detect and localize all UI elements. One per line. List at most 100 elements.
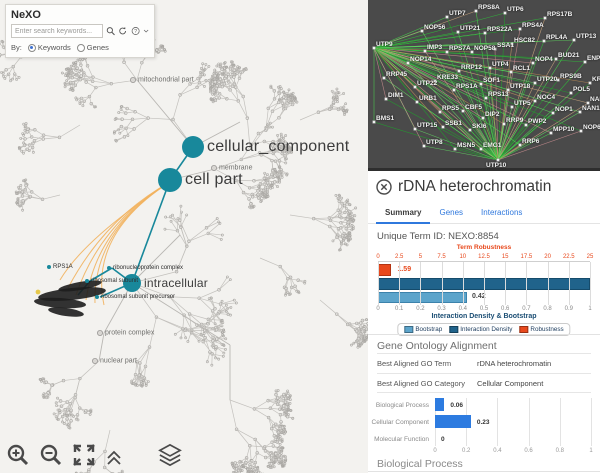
gene-label[interactable]: ENP1	[587, 55, 600, 62]
gene-node[interactable]	[452, 88, 456, 92]
gene-label[interactable]: SSA1	[497, 42, 514, 49]
gene-node[interactable]	[502, 122, 506, 126]
gene-label[interactable]: POL5	[573, 86, 590, 93]
term-node-label[interactable]: intracellular	[144, 276, 208, 290]
gene-node[interactable]	[445, 50, 449, 54]
gene-node[interactable]	[543, 16, 547, 20]
gene-node[interactable]	[384, 97, 388, 101]
term-node[interactable]	[182, 136, 204, 158]
gene-node[interactable]	[506, 88, 510, 92]
zoom-out-icon[interactable]	[39, 443, 63, 467]
gene-node[interactable]	[484, 96, 488, 100]
chevrons-up-icon[interactable]	[105, 449, 123, 467]
gene-node[interactable]	[406, 61, 410, 65]
term-node[interactable]	[107, 266, 111, 270]
term-node-label[interactable]: cellular_component	[207, 138, 350, 155]
gene-label[interactable]: UTP8	[426, 139, 443, 146]
gene-node[interactable]	[483, 31, 487, 35]
gene-node[interactable]	[509, 70, 513, 74]
gene-node[interactable]	[554, 57, 558, 61]
gene-label[interactable]: NOP56	[424, 24, 446, 31]
gene-node[interactable]	[423, 49, 427, 53]
gene-label[interactable]: RPS5	[442, 105, 459, 112]
gene-node[interactable]	[518, 143, 522, 147]
gene-node[interactable]	[479, 82, 483, 86]
gene-label[interactable]: DIM1	[388, 92, 404, 99]
gene-label[interactable]: RPS8A	[478, 4, 500, 11]
tab-summary[interactable]: Summary	[376, 202, 431, 224]
gene-node[interactable]	[433, 79, 437, 83]
term-node-label[interactable]: RPS1A	[53, 264, 73, 270]
gene-label[interactable]: CBF5	[465, 104, 482, 111]
help-icon[interactable]: ?	[131, 25, 140, 37]
gene-label[interactable]: SSB1	[445, 120, 462, 127]
gene-label[interactable]: MSN5	[457, 142, 476, 149]
gene-label[interactable]: RPS22A	[487, 26, 513, 33]
gene-node[interactable]	[510, 105, 514, 109]
gene-node[interactable]	[441, 125, 445, 129]
gene-label[interactable]: NOP14	[410, 56, 432, 63]
gene-label[interactable]: UTP13	[576, 33, 597, 40]
term-node-label[interactable]: mitochondrial part	[138, 76, 194, 84]
gene-node[interactable]	[422, 144, 426, 148]
gene-label[interactable]: UTP4	[492, 61, 509, 68]
gene-node[interactable]	[488, 66, 492, 70]
radio-keywords[interactable]: Keywords	[27, 43, 71, 52]
term-node[interactable]	[97, 329, 104, 336]
radio-keywords-circle[interactable]	[27, 43, 36, 52]
fit-to-screen-icon[interactable]	[72, 443, 96, 467]
gene-label[interactable]: RPS4A	[522, 22, 544, 29]
gene-label[interactable]: DIP2	[485, 111, 500, 118]
radio-genes[interactable]: Genes	[76, 43, 109, 52]
gene-node[interactable]	[481, 116, 485, 120]
gene-label[interactable]: UTP20	[537, 76, 558, 83]
gene-node[interactable]	[588, 81, 592, 85]
gene-label[interactable]: NOP1	[555, 106, 573, 113]
gene-node[interactable]	[456, 30, 460, 34]
gene-label[interactable]: UTP6	[507, 6, 524, 13]
gene-node[interactable]	[572, 38, 576, 42]
radio-genes-circle[interactable]	[76, 43, 85, 52]
gene-node[interactable]	[586, 101, 590, 105]
gene-network-panel[interactable]: UTP9 RPS8A UTP6 RPS17B UTP7 NOP56 UTP21 RPS22A R…	[368, 0, 600, 171]
gene-label[interactable]: RRP9	[506, 117, 524, 124]
gene-node[interactable]	[461, 109, 465, 113]
gene-label[interactable]: NOP6	[583, 124, 600, 131]
gene-node[interactable]	[531, 61, 535, 65]
term-node-label[interactable]: membrane	[219, 164, 253, 172]
gene-label[interactable]: NOP4	[535, 56, 553, 63]
gene-node[interactable]	[438, 110, 442, 114]
gene-label[interactable]: RPL4A	[546, 34, 568, 41]
gene-label[interactable]: UTP18	[510, 83, 531, 90]
term-node[interactable]	[158, 168, 182, 192]
gene-label[interactable]: RPS13	[488, 91, 509, 98]
gene-node[interactable]	[415, 100, 419, 104]
layers-icon[interactable]	[158, 443, 182, 467]
gene-label[interactable]: UTP21	[460, 25, 481, 32]
gene-node[interactable]	[470, 50, 474, 54]
gene-node[interactable]	[551, 111, 555, 115]
gene-node[interactable]	[420, 29, 424, 33]
gene-node[interactable]	[518, 27, 522, 31]
gene-node[interactable]	[413, 85, 417, 89]
gene-node[interactable]	[479, 147, 483, 151]
gene-node[interactable]	[496, 158, 500, 162]
gene-label[interactable]: NOC4	[537, 94, 556, 101]
gene-label[interactable]: KRE33	[437, 74, 458, 81]
gene-label[interactable]: BUD21	[558, 52, 580, 59]
gene-node[interactable]	[583, 60, 587, 64]
gene-label[interactable]: UTP10	[486, 162, 507, 169]
gene-node[interactable]	[524, 123, 528, 127]
gene-node[interactable]	[382, 76, 386, 80]
gene-label[interactable]: RCL1	[513, 65, 530, 72]
gene-label[interactable]: RPS9B	[560, 73, 582, 80]
gene-label[interactable]: UTP9	[376, 41, 393, 48]
ontology-tree-canvas[interactable]: cellular_component cell part intracellular…	[0, 0, 368, 473]
term-node[interactable]	[210, 164, 217, 171]
gene-label[interactable]: SOF1	[483, 77, 500, 84]
term-node-label[interactable]: ribosomal subunit precursor	[101, 294, 176, 300]
gene-node[interactable]	[445, 15, 449, 19]
search-icon[interactable]	[106, 25, 115, 37]
gene-label[interactable]: UTP7	[449, 10, 466, 17]
gene-label[interactable]: EMG1	[483, 142, 502, 149]
